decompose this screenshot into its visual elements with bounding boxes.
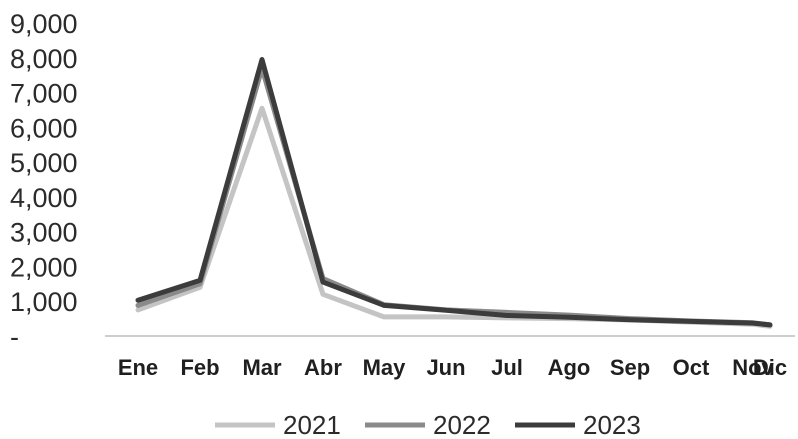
y-tick-label: 1,000	[10, 287, 78, 317]
x-tick-label: Sep	[610, 355, 650, 380]
x-tick-label: Dic	[753, 355, 787, 380]
x-tick-label: Jul	[491, 355, 523, 380]
x-tick-label: Feb	[180, 355, 219, 380]
x-tick-label: Ene	[118, 355, 158, 380]
y-tick-label: 4,000	[10, 183, 78, 213]
y-tick-label: 3,000	[10, 218, 78, 248]
y-axis: - 1,000 2,000 3,000 4,000 5,000 6,000 7,000 8,00…	[10, 9, 78, 352]
x-tick-label: Oct	[673, 355, 710, 380]
x-tick-label: Abr	[304, 355, 342, 380]
x-tick-label: Mar	[242, 355, 282, 380]
y-tick-label: 7,000	[10, 79, 78, 109]
legend-label-2023: 2023	[583, 410, 641, 439]
x-tick-label: Ago	[548, 355, 591, 380]
y-tick-label: 8,000	[10, 44, 78, 74]
x-tick-label: Nov	[732, 355, 774, 380]
y-tick-label: -	[10, 322, 19, 352]
y-tick-label: 2,000	[10, 252, 78, 282]
legend-label-2022: 2022	[433, 410, 491, 439]
y-tick-label: 5,000	[10, 148, 78, 178]
x-tick-label: Jun	[426, 355, 465, 380]
series-line-2021	[135, 105, 773, 329]
series-lines	[135, 57, 773, 329]
y-tick-label: 9,000	[10, 9, 78, 39]
legend: 2021 2022 2023	[215, 410, 641, 439]
series-line-2023	[135, 57, 773, 328]
x-tick-label: May	[363, 355, 407, 380]
y-tick-label: 6,000	[10, 113, 78, 143]
legend-label-2021: 2021	[283, 410, 341, 439]
